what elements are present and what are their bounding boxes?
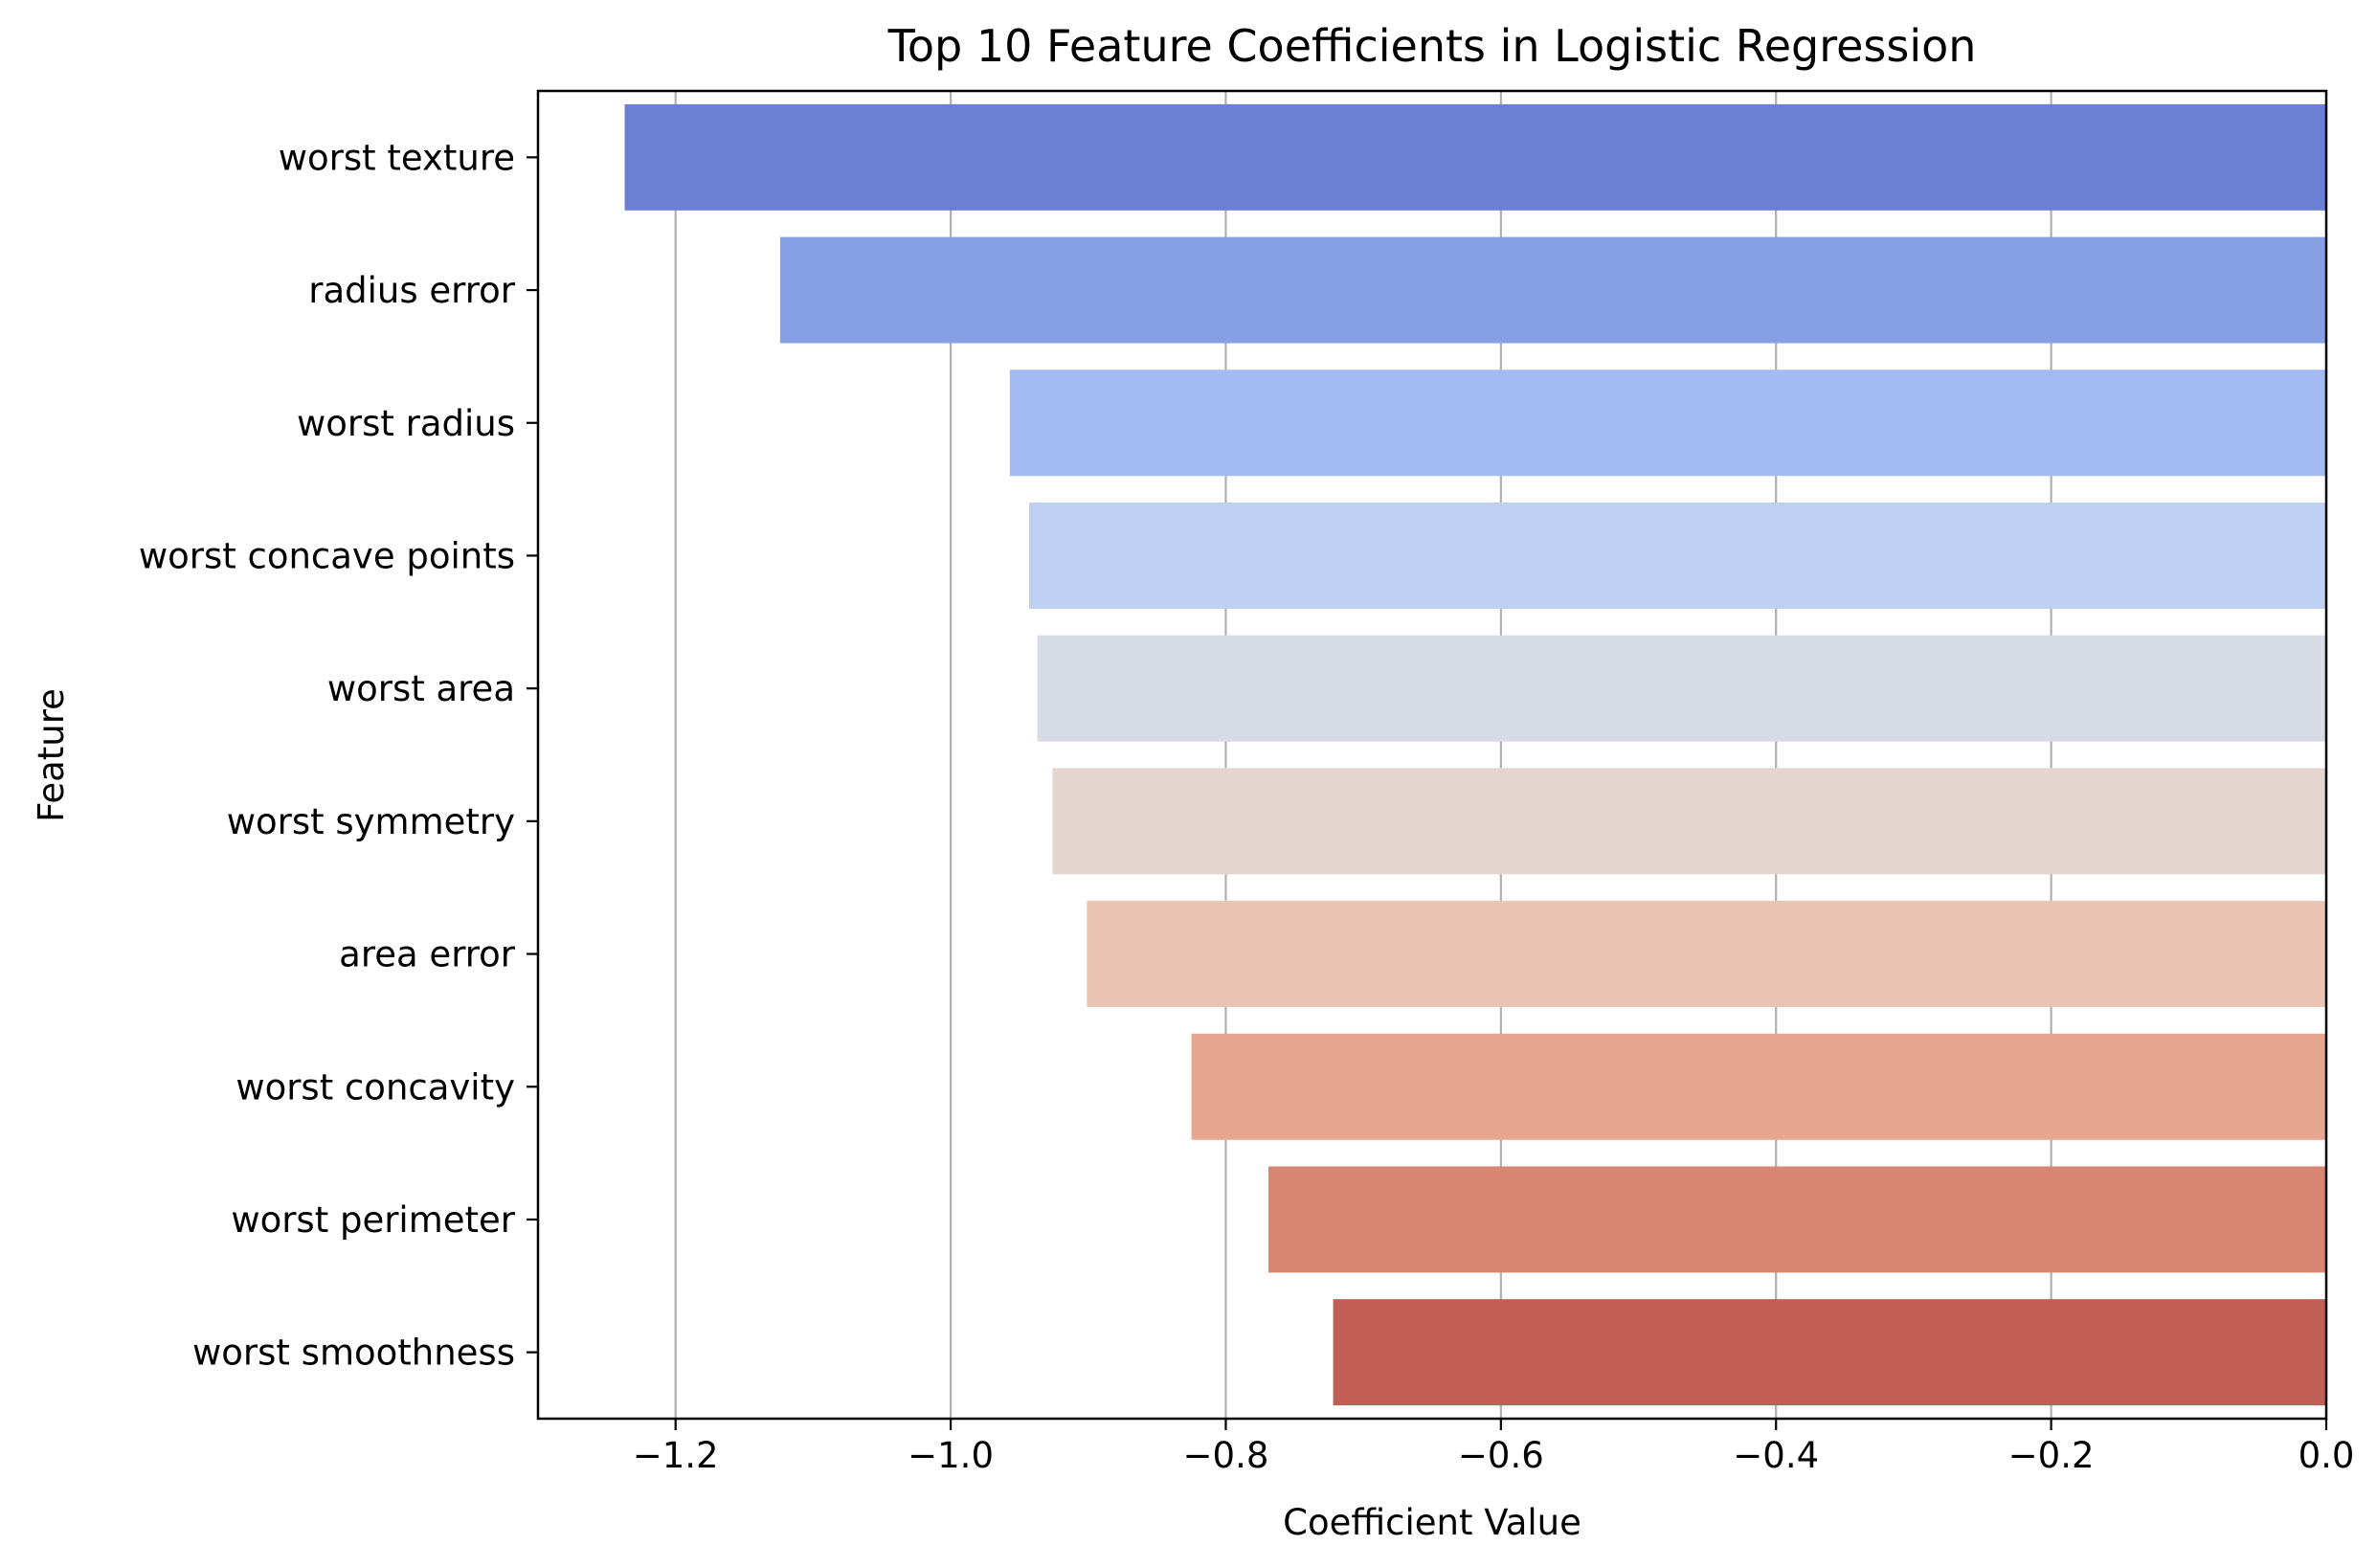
bar <box>1009 370 2326 477</box>
y-axis-label: Feature <box>31 688 72 822</box>
x-tick-label: −0.2 <box>2008 1435 2095 1476</box>
x-tick-label: −0.8 <box>1183 1435 1269 1476</box>
x-tick-label: −0.6 <box>1458 1435 1544 1476</box>
x-axis-label: Coefficient Value <box>1283 1502 1581 1543</box>
bar <box>624 103 2327 211</box>
y-axis-ticks: worst texture radius error worst radius wor… <box>139 137 538 1374</box>
y-tick-label: area error <box>339 934 516 975</box>
y-tick-label: worst perimeter <box>231 1199 515 1241</box>
x-tick-label: −1.0 <box>908 1435 994 1476</box>
x-tick-label: −1.2 <box>633 1435 719 1476</box>
y-tick-label: worst area <box>327 668 515 709</box>
y-tick-label: worst smoothness <box>192 1333 515 1374</box>
y-tick-label: worst texture <box>279 137 515 178</box>
bar <box>1087 901 2326 1008</box>
chart-title: Top 10 Feature Coefficients in Logistic … <box>887 20 1977 72</box>
bar <box>1028 502 2326 609</box>
y-tick-label: radius error <box>308 270 516 311</box>
y-tick-label: worst concavity <box>235 1066 515 1108</box>
x-tick-label: 0.0 <box>2299 1435 2355 1476</box>
bar <box>1052 768 2326 875</box>
y-tick-label: worst symmetry <box>227 801 515 842</box>
bar <box>1333 1299 2326 1406</box>
bar <box>779 236 2326 344</box>
y-tick-label: worst concave points <box>139 535 515 576</box>
bars <box>624 103 2327 1406</box>
bar <box>1037 635 2326 742</box>
x-tick-label: −0.4 <box>1733 1435 1819 1476</box>
bar <box>1191 1033 2326 1140</box>
y-tick-label: worst radius <box>297 403 515 444</box>
plot-frame <box>536 89 2328 1421</box>
x-axis-ticks: −1.2 −1.0 −0.8 −0.6 −0.4 −0.2 0.0 <box>633 1419 2355 1476</box>
bar <box>1268 1166 2326 1273</box>
